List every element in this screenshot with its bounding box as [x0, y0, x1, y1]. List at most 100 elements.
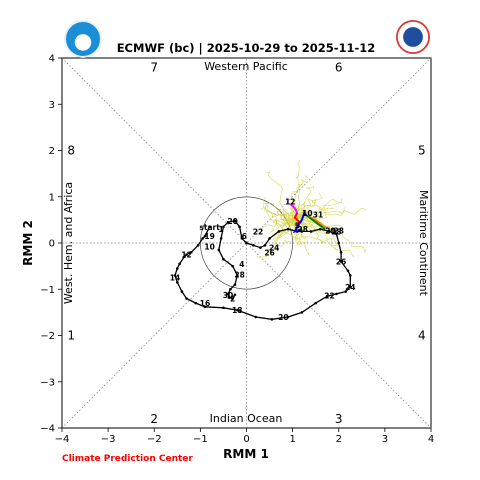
observed-point [235, 274, 239, 277]
y-tick-label: 4 [49, 54, 55, 65]
observed-point [339, 250, 343, 254]
observed-point [344, 290, 347, 293]
phase-number: 4 [418, 329, 426, 343]
observed-point [235, 308, 239, 312]
track-label: 14 [170, 274, 180, 283]
observed-point [348, 285, 352, 289]
observed-point [277, 230, 281, 233]
ensemble-member-line [288, 202, 340, 220]
observed-point [208, 225, 211, 229]
x-tick-label: 3 [382, 434, 388, 445]
track-label: 28 [331, 227, 341, 236]
track-label: 28 [334, 227, 344, 236]
track-label: 22 [253, 227, 263, 236]
forecast-segment [289, 202, 299, 214]
ensemble-member-line [272, 217, 298, 248]
track-label: 12 [181, 251, 191, 260]
observed-point [178, 262, 181, 266]
observed-point [263, 244, 267, 247]
track-label: 16 [200, 299, 210, 308]
ensemble-member-line [301, 207, 367, 227]
observed-point [252, 244, 255, 247]
track-label: 6 [242, 232, 247, 241]
ensemble-member-line [260, 206, 302, 224]
observed-point [176, 281, 179, 284]
observed-point [226, 220, 230, 224]
track-label: 29 [325, 227, 335, 236]
track-label: 20 [227, 217, 237, 226]
y-tick-label: 3 [49, 100, 55, 111]
forecast-segment [296, 211, 308, 228]
region-label-bottom: Indian Ocean [210, 412, 283, 425]
observed-point [337, 241, 341, 245]
x-tick-label: 0 [243, 434, 249, 445]
observed-point [328, 230, 331, 233]
observed-point [189, 250, 193, 254]
track-label: 26 [336, 258, 346, 267]
observed-point [180, 290, 184, 293]
ensemble-member-line [280, 211, 298, 222]
y-tick-label: −4 [40, 424, 55, 435]
track-label: 10 [302, 209, 312, 218]
track-label: 26 [264, 248, 274, 257]
phase-number: 1 [67, 329, 75, 343]
forecast-mean-track [289, 202, 330, 234]
observed-point [219, 237, 223, 240]
plot-area: start11019121416182022242628202224266428… [61, 57, 432, 429]
track-label: 28 [298, 225, 308, 234]
y-axis-ticks: −4 −3 −2 −1 0 1 2 3 4 [40, 54, 62, 435]
track-label: 31 [313, 210, 323, 219]
ensemble-member-line [266, 171, 301, 225]
y-tick-label: −1 [40, 285, 55, 296]
observed-point [238, 225, 241, 229]
credit-text: Climate Prediction Center [62, 454, 193, 464]
x-tick-label: −2 [147, 434, 162, 445]
forecast-segment [305, 214, 326, 230]
x-axis-ticks: −4 −3 −2 −1 0 1 2 3 4 [55, 428, 434, 445]
observed-point [286, 227, 290, 231]
observed-point [319, 227, 322, 231]
x-tick-label: 2 [336, 434, 342, 445]
track-label: 20 [278, 313, 288, 322]
observed-point [227, 296, 231, 299]
observed-point [173, 274, 177, 277]
observed-point [314, 301, 317, 305]
x-tick-label: 1 [289, 434, 295, 445]
observed-point [222, 306, 225, 310]
observed-point [245, 241, 248, 245]
observed-point [201, 237, 204, 240]
observed-point [233, 293, 237, 297]
observed-point [286, 315, 290, 319]
y-tick-label: −2 [40, 331, 55, 342]
observed-point [203, 305, 207, 309]
observed-point [217, 248, 221, 252]
ensemble-member-line [298, 201, 334, 219]
track-label: 2 [230, 295, 235, 304]
observed-point [300, 230, 304, 233]
observed-point [348, 274, 352, 277]
x-tick-label: −1 [193, 434, 208, 445]
y-axis-label: RMM 2 [21, 220, 35, 266]
observed-point [233, 283, 237, 286]
ensemble-member-line [294, 192, 323, 225]
observed-point [229, 287, 232, 291]
observed-point [240, 237, 244, 240]
noaa-logo-icon [64, 20, 102, 58]
observed-point [231, 297, 234, 300]
ensemble-member-line [296, 221, 324, 244]
x-tick-label: −3 [101, 434, 116, 445]
region-label-top: Western Pacific [204, 60, 288, 73]
observed-point [270, 318, 274, 321]
observed-point [268, 237, 271, 240]
track-label: 22 [324, 291, 334, 300]
track-label: 12 [285, 197, 295, 206]
observed-point [176, 267, 179, 270]
observed-point [254, 315, 258, 319]
phase-number: 5 [418, 144, 426, 158]
x-tick-label: 4 [428, 434, 434, 445]
phase-number: 7 [150, 60, 158, 74]
observed-point [222, 225, 225, 229]
track-label: 18 [232, 306, 242, 315]
